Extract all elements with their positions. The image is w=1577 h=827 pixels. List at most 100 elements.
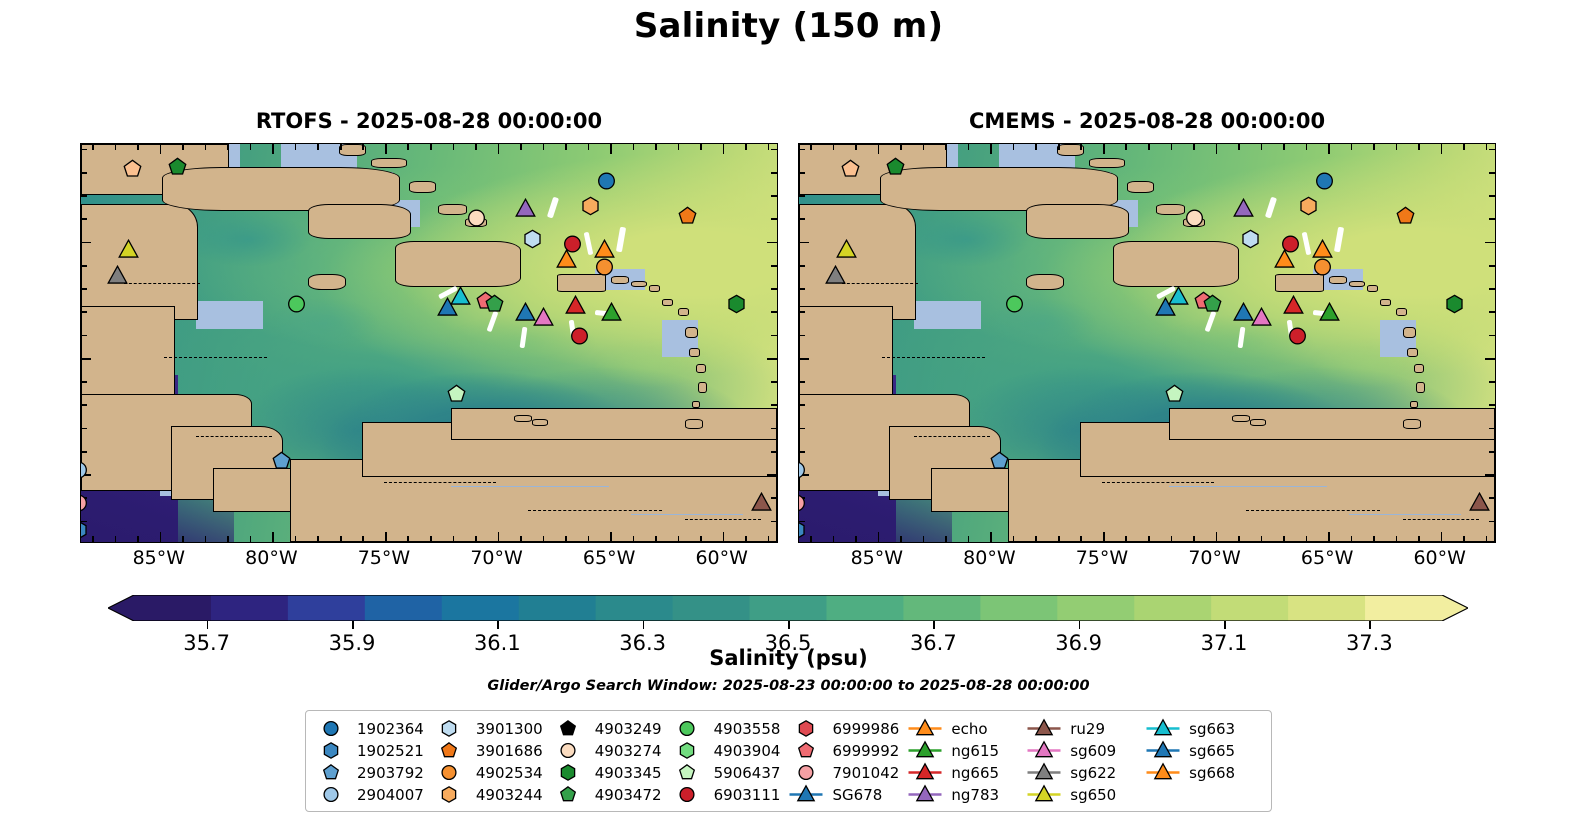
legend-item-3901300[interactable]: 3901300: [434, 718, 549, 739]
map-marker-6999986[interactable]: [571, 326, 597, 347]
argo-marker-icon: [315, 785, 357, 804]
map-marker-ng783[interactable]: [1233, 197, 1261, 219]
map-marker-ng615[interactable]: [600, 301, 628, 323]
map-marker-4903244[interactable]: [582, 196, 608, 217]
map-marker-sg650[interactable]: [835, 239, 863, 261]
map-marker-sg668[interactable]: [1311, 239, 1339, 261]
legend-item-6999992[interactable]: 6999992: [791, 740, 906, 761]
map-canvas-rtofs[interactable]: 20°N15°N10°N: [80, 143, 778, 543]
map-marker-4903249[interactable]: [841, 159, 868, 180]
map-marker-4903345[interactable]: [168, 157, 195, 178]
map-marker-sg668[interactable]: [593, 239, 621, 261]
legend-item-ng783[interactable]: ng783: [908, 784, 1024, 805]
map-marker-4903558[interactable]: [288, 293, 314, 314]
x-axis-tick: [677, 536, 680, 542]
map-marker-4903558[interactable]: [1006, 293, 1032, 314]
map-marker-SG678[interactable]: [1233, 301, 1261, 323]
legend-item-2903792[interactable]: 2903792: [315, 762, 430, 783]
map-marker-6999986[interactable]: [1289, 326, 1315, 347]
map-marker-2903792[interactable]: [272, 451, 298, 472]
map-marker-ru29[interactable]: [751, 491, 777, 513]
colorbar-title: Salinity (psu): [709, 646, 868, 670]
legend-item-7901042[interactable]: 7901042: [791, 762, 906, 783]
legend-item-ng615[interactable]: ng615: [908, 740, 1024, 761]
map-marker-3901686[interactable]: [1396, 205, 1422, 226]
x-axis-tick: [1170, 536, 1173, 542]
map-marker-3901300[interactable]: [524, 228, 550, 249]
map-marker-4903904[interactable]: [728, 293, 754, 314]
map-marker-sg650[interactable]: [117, 239, 145, 261]
map-marker-sg622[interactable]: [106, 264, 134, 286]
map-marker-1902521[interactable]: [799, 520, 814, 541]
map-marker-5906437[interactable]: [447, 383, 473, 404]
legend-item-sg668[interactable]: sg668: [1146, 762, 1262, 783]
map-marker-4903904[interactable]: [1446, 293, 1472, 314]
legend-item-ng665[interactable]: ng665: [908, 762, 1024, 783]
map-marker-ng615[interactable]: [1318, 301, 1346, 323]
map-marker-4903345[interactable]: [886, 157, 913, 178]
map-marker-1902364[interactable]: [1316, 171, 1342, 192]
map-marker-4903472[interactable]: [485, 293, 511, 314]
map-marker-sg609[interactable]: [1251, 306, 1279, 328]
legend-item-6999986[interactable]: 6999986: [791, 718, 906, 739]
legend-item-sg663[interactable]: sg663: [1146, 718, 1262, 739]
y-axis-tick: [799, 404, 805, 407]
map-marker-4903274[interactable]: [1185, 208, 1211, 229]
legend-item-5906437[interactable]: 5906437: [672, 762, 787, 783]
map-marker-6903111[interactable]: [1282, 233, 1308, 254]
legend-item-4903904[interactable]: 4903904: [672, 740, 787, 761]
map-marker-ng665[interactable]: [564, 294, 592, 316]
map-marker-ng665[interactable]: [1282, 294, 1310, 316]
map-marker-3901300[interactable]: [1242, 228, 1268, 249]
map-marker-sg609[interactable]: [533, 306, 561, 328]
map-canvas-cmems[interactable]: 20°N15°N10°N: [798, 143, 1496, 543]
map-marker-4903249[interactable]: [123, 159, 150, 180]
map-marker-3901686[interactable]: [678, 205, 704, 226]
map-marker-sg663[interactable]: [1168, 285, 1196, 307]
map-marker-6903111[interactable]: [564, 233, 590, 254]
legend-item-4903244[interactable]: 4903244: [434, 784, 549, 805]
map-marker-echo[interactable]: [1273, 248, 1301, 270]
legend-item-4903472[interactable]: 4903472: [553, 784, 668, 805]
map-marker-1902364[interactable]: [598, 171, 624, 192]
legend-item-4903274[interactable]: 4903274: [553, 740, 668, 761]
map-marker-7901042[interactable]: [81, 492, 96, 513]
legend-item-2904007[interactable]: 2904007: [315, 784, 430, 805]
map-marker-5906437[interactable]: [1165, 383, 1191, 404]
legend-item-ru29[interactable]: ru29: [1027, 718, 1143, 739]
legend-item-4903345[interactable]: 4903345: [553, 762, 668, 783]
legend-item-4902534[interactable]: 4902534: [434, 762, 549, 783]
map-marker-1902521[interactable]: [81, 520, 96, 541]
legend-item-SG678[interactable]: SG678: [789, 784, 906, 805]
map-marker-ng783[interactable]: [515, 197, 543, 219]
map-marker-4903472[interactable]: [1203, 293, 1229, 314]
legend-item-1902521[interactable]: 1902521: [315, 740, 430, 761]
legend-item-echo[interactable]: echo: [908, 718, 1024, 739]
legend-item-3901686[interactable]: 3901686: [434, 740, 549, 761]
map-marker-ru29[interactable]: [1469, 491, 1495, 513]
map-marker-sg665[interactable]: [436, 297, 464, 319]
island: [1414, 363, 1425, 374]
legend-item-6903111[interactable]: 6903111: [672, 784, 787, 805]
map-marker-4903274[interactable]: [467, 208, 493, 229]
legend-item-1902364[interactable]: 1902364: [315, 718, 430, 739]
map-marker-2904007[interactable]: [799, 460, 814, 481]
glider-marker-icon: [1146, 718, 1189, 738]
map-marker-2904007[interactable]: [81, 460, 96, 481]
map-marker-sg622[interactable]: [824, 264, 852, 286]
map-marker-4903244[interactable]: [1300, 196, 1326, 217]
legend-item-sg665[interactable]: sg665: [1146, 740, 1262, 761]
map-marker-2903792[interactable]: [990, 451, 1016, 472]
map-marker-4902534[interactable]: [1313, 256, 1339, 277]
map-marker-echo[interactable]: [555, 248, 583, 270]
legend-item-4903558[interactable]: 4903558: [672, 718, 787, 739]
legend-item-sg609[interactable]: sg609: [1027, 740, 1143, 761]
map-marker-sg663[interactable]: [450, 285, 478, 307]
legend-item-sg650[interactable]: sg650: [1027, 784, 1143, 805]
map-marker-sg665[interactable]: [1154, 297, 1182, 319]
map-marker-7901042[interactable]: [799, 492, 814, 513]
legend-item-sg622[interactable]: sg622: [1027, 762, 1143, 783]
map-marker-4902534[interactable]: [595, 256, 621, 277]
map-marker-SG678[interactable]: [515, 301, 543, 323]
legend-item-4903249[interactable]: 4903249: [553, 718, 668, 739]
